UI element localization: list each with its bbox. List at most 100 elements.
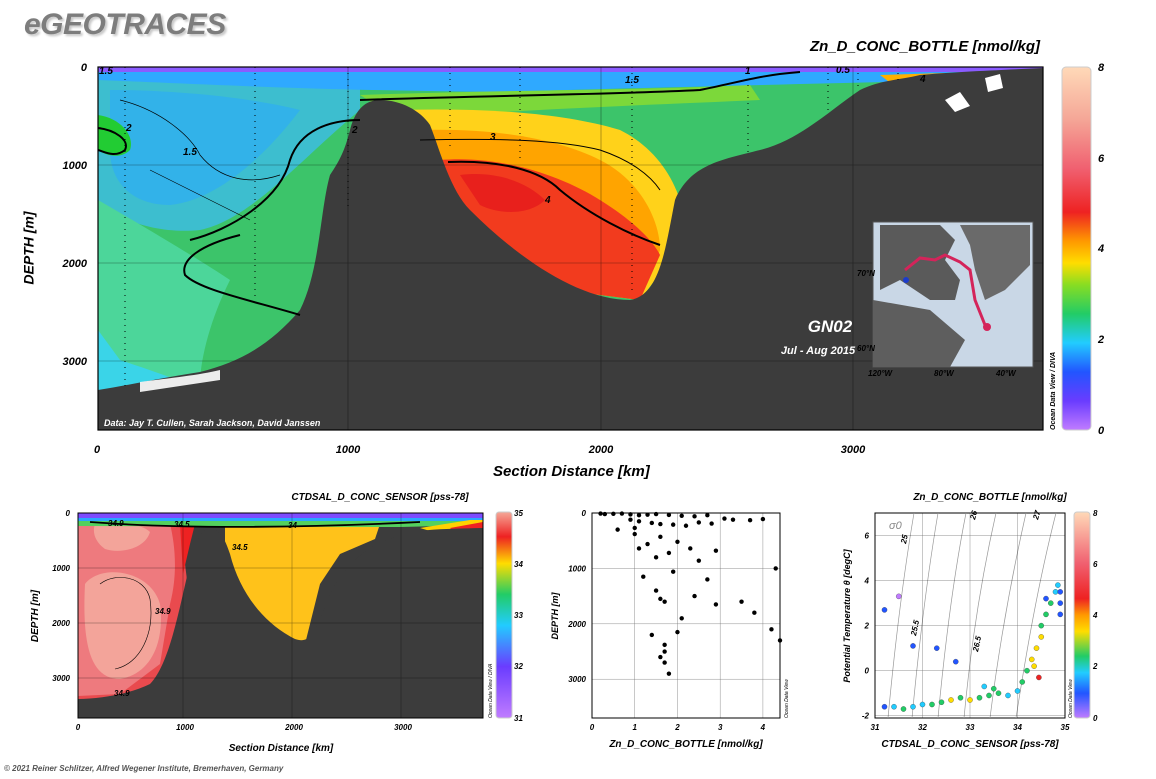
scatter-point [632, 531, 637, 537]
odv-watermark: Ocean Data View [1068, 679, 1074, 718]
odv-watermark: Ocean Data View / DIVA [1050, 352, 1057, 430]
data-credit: Data: Jay T. Cullen, Sarah Jackson, Davi… [104, 418, 321, 428]
scatter-x-tick: 3 [718, 723, 723, 732]
ts-x-tick: 33 [966, 723, 975, 732]
map-lon-label: 80°W [934, 369, 955, 378]
sal-colorbar-tick: 33 [514, 611, 523, 620]
scatter-point [705, 577, 710, 582]
sal-contour-label: 34.5 [174, 520, 190, 529]
ts-point [1043, 595, 1049, 602]
contour-label: 3 [490, 132, 496, 143]
ts-y-axis-label: Potential Temperature θ [degC] [842, 548, 852, 682]
scatter-point [666, 512, 672, 518]
main-y-tick: 0 [81, 62, 88, 74]
sal-y-tick: 2000 [51, 619, 70, 628]
ts-point [910, 643, 916, 649]
scatter-point [649, 520, 655, 526]
scatter-x-tick: 1 [633, 723, 638, 732]
ts-colorbar-tick: 2 [1092, 662, 1098, 671]
ts-point [1033, 645, 1040, 651]
scatter-point [666, 671, 672, 676]
main-x-axis-label: Section Distance [km] [493, 463, 650, 480]
main-x-tick: 2000 [588, 444, 614, 456]
ts-point [1038, 634, 1044, 640]
scatter-point [670, 522, 676, 527]
scatter-point [636, 513, 642, 518]
scatter-point [662, 642, 667, 648]
scatter-x-tick: 4 [760, 723, 766, 732]
ts-x-tick: 31 [871, 723, 880, 732]
ts-point [881, 703, 888, 710]
main-y-tick: 1000 [63, 160, 88, 172]
scatter-point [705, 513, 710, 518]
ts-point [1019, 679, 1025, 685]
scatter-point [636, 519, 642, 524]
isopycnal-label: 26.5 [971, 635, 983, 654]
scatter-point [666, 550, 672, 556]
ts-point [910, 703, 916, 710]
ts-colorbar-tick: 0 [1093, 714, 1098, 723]
scatter-point [760, 516, 766, 522]
ts-point [938, 699, 945, 705]
scatter-point [713, 602, 719, 607]
ts-diagram-chart: σ0 25 25.5 26 26.5 27 31 32 33 34 35 -20246 … [842, 492, 1098, 750]
ts-colorbar-tick: 8 [1093, 509, 1098, 518]
map-lat-label: 70°N [857, 269, 875, 278]
scatter-point [696, 558, 702, 563]
scatter-point [658, 521, 663, 527]
ts-y-tick: -2 [862, 712, 870, 721]
contour-label: 4 [544, 195, 551, 206]
scatter-point [658, 596, 663, 602]
ts-point [1024, 667, 1030, 674]
scatter-point [747, 518, 753, 523]
ts-y-tick: 2 [864, 622, 870, 631]
scatter-point [628, 517, 633, 522]
scatter-x-tick: 0 [590, 723, 595, 732]
sal-contour-label: 34 [288, 521, 297, 530]
main-x-tick: 0 [94, 444, 101, 456]
ts-point [1038, 622, 1044, 629]
scatter-point [649, 632, 655, 638]
scatter-y-tick: 2000 [567, 620, 586, 629]
main-colorbar-tick: 2 [1097, 334, 1104, 346]
sal-x-tick: 1000 [176, 723, 194, 732]
scatter-point [688, 546, 693, 551]
scatter-point [653, 555, 659, 560]
main-y-tick: 3000 [63, 356, 88, 368]
main-colorbar-tick: 0 [1098, 425, 1105, 437]
sal-x-axis-label: Section Distance [km] [229, 743, 334, 754]
scatter-y-tick: 3000 [568, 675, 586, 684]
scatter-point [692, 593, 697, 599]
sal-y-tick: 0 [66, 509, 71, 518]
scatter-point [773, 566, 778, 571]
contour-label: 1.5 [183, 147, 197, 158]
scatter-x-axis-label: Zn_D_CONC_BOTTLE [nmol/kg] [608, 739, 763, 750]
ts-point [1047, 600, 1054, 606]
ts-point [1028, 656, 1035, 663]
ts-point [1031, 663, 1037, 669]
egeotraces-logo: eGEOTRACES [24, 8, 226, 41]
ts-colorbar-tick: 4 [1092, 611, 1098, 620]
ts-point [953, 658, 959, 665]
scatter-point [619, 511, 625, 516]
sal-x-tick: 2000 [284, 723, 303, 732]
odv-watermark: Ocean Data View [784, 679, 790, 718]
main-colorbar-tick: 4 [1097, 243, 1104, 255]
ts-x-tick: 35 [1061, 723, 1070, 732]
main-colorbar [1061, 66, 1092, 431]
scatter-point [722, 516, 727, 521]
sal-colorbar-tick: 34 [514, 560, 523, 569]
sal-chart-title: CTDSAL_D_CONC_SENSOR [pss-78] [291, 492, 469, 503]
ts-point [896, 593, 902, 600]
scatter-point [628, 512, 633, 517]
ts-point [1043, 611, 1049, 618]
ts-point [881, 607, 888, 613]
ts-point [948, 697, 954, 703]
ts-point [986, 692, 992, 699]
sal-contour-label: 34.5 [232, 543, 248, 552]
main-colorbar-tick: 8 [1098, 62, 1105, 74]
sal-y-tick: 1000 [52, 564, 70, 573]
ts-x-tick: 32 [918, 723, 927, 732]
sal-contour-label: 34.9 [108, 519, 124, 528]
ts-y-tick: 4 [864, 577, 870, 586]
